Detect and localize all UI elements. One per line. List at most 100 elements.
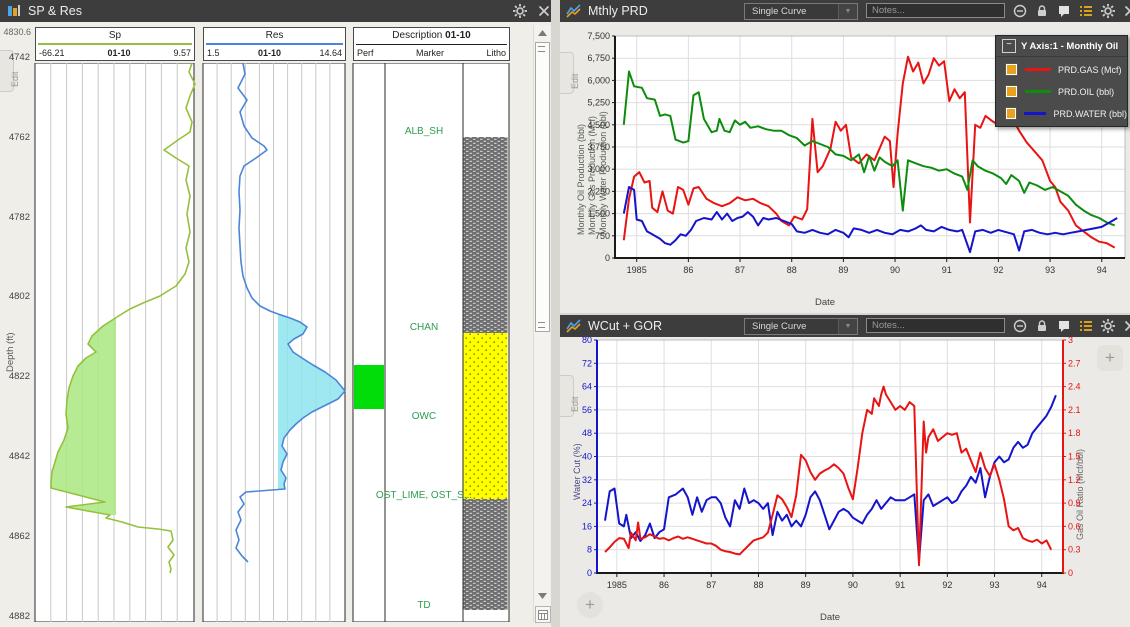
y-tick-label: 40 bbox=[582, 452, 592, 462]
x-tick-label: 1985 bbox=[607, 580, 627, 590]
legend-line-swatch bbox=[1025, 68, 1051, 71]
monthly-production-panel: Mthly PRD Single Curve▼ Edit Monthly Oil… bbox=[560, 0, 1130, 313]
depth-tick: 4802 bbox=[8, 291, 30, 302]
unlink-icon[interactable] bbox=[1012, 3, 1029, 19]
close-icon[interactable] bbox=[1122, 3, 1130, 19]
desc-col-marker: Marker bbox=[415, 47, 444, 58]
res_curve-fill bbox=[278, 314, 345, 489]
litho-band-sandstone bbox=[463, 333, 508, 499]
marker-label: ALB_SH bbox=[405, 126, 443, 137]
litho-band-shale bbox=[463, 137, 508, 333]
legend-list-icon[interactable] bbox=[1078, 318, 1095, 334]
legend-checkbox[interactable] bbox=[1005, 85, 1018, 98]
edit-tab[interactable]: Edit bbox=[560, 375, 580, 417]
legend-item[interactable]: PRD.GAS (Mcf) bbox=[996, 60, 1127, 79]
thumb-grip-top[interactable] bbox=[538, 46, 545, 52]
x-tick-label: 94 bbox=[1037, 580, 1047, 590]
res_curve bbox=[235, 63, 346, 563]
sp-track-header[interactable]: Sp -66.21 01-10 9.57 bbox=[35, 27, 195, 61]
y-tick-label: 80 bbox=[582, 337, 592, 345]
res-date: 01-10 bbox=[257, 47, 281, 58]
gear-icon[interactable] bbox=[512, 3, 528, 19]
sp-track-name: Sp bbox=[108, 30, 122, 41]
x-tick-label: 90 bbox=[890, 265, 900, 275]
y-tick-label: 0 bbox=[605, 253, 610, 263]
unlink-icon[interactable] bbox=[1012, 318, 1029, 334]
y-tick-label: 56 bbox=[582, 405, 592, 415]
sp-min: -66.21 bbox=[39, 47, 65, 58]
depth-tick: 4782 bbox=[8, 212, 30, 223]
depth-tick: 4862 bbox=[8, 531, 30, 542]
track-settings-button[interactable] bbox=[535, 606, 551, 623]
series-PRD.WATER (bbl) bbox=[622, 186, 1118, 254]
add-annotation-button[interactable]: + bbox=[577, 592, 603, 618]
curve-mode-dropdown[interactable]: Single Curve ▼ bbox=[744, 3, 858, 20]
x-tick-label: 94 bbox=[1097, 265, 1107, 275]
wcut-gor-panel: WCut + GOR Single Curve▼ Edit Water Cut … bbox=[560, 315, 1130, 627]
x-tick-label: 91 bbox=[895, 580, 905, 590]
chart-icon bbox=[566, 4, 581, 18]
notes-input[interactable] bbox=[866, 318, 1005, 333]
desc-col-perf: Perf bbox=[357, 47, 374, 58]
scrollbar-thumb[interactable] bbox=[535, 42, 550, 332]
perforation-interval bbox=[354, 365, 384, 409]
lock-icon[interactable] bbox=[1034, 3, 1051, 19]
description-track-header[interactable]: Description 01-10 Perf Marker Litho bbox=[353, 27, 510, 61]
y-tick-label: 5,250 bbox=[587, 98, 610, 108]
series-Water Cut (%) bbox=[604, 394, 1057, 563]
y-tick-label: 7,500 bbox=[587, 31, 610, 41]
scroll-down-button[interactable] bbox=[535, 589, 549, 603]
y-tick-label: 64 bbox=[582, 382, 592, 392]
gear-icon[interactable] bbox=[1100, 318, 1117, 334]
x-tick-label: 88 bbox=[753, 580, 763, 590]
y-tick-label: 0 bbox=[587, 568, 592, 578]
edit-tab[interactable]: Edit bbox=[560, 52, 580, 94]
y-tick-label: 72 bbox=[582, 358, 592, 368]
sp_curve-fill bbox=[51, 317, 117, 515]
y2-tick-label: 0 bbox=[1068, 568, 1073, 578]
thumb-grip-bottom[interactable] bbox=[538, 322, 545, 328]
res-min: 1.5 bbox=[207, 47, 220, 58]
wcut-chart[interactable]: 0 8 16 24 32 40 48 56 64 72 80 0 0.3 0.6 0.9 1.2 1.5 1.8 2… bbox=[560, 337, 1130, 627]
desc-date: 01-10 bbox=[445, 30, 471, 41]
legend-collapse-button[interactable]: − bbox=[1002, 39, 1016, 53]
depth-tick: 4822 bbox=[8, 371, 30, 382]
sp-max: 9.57 bbox=[173, 47, 191, 58]
legend-item[interactable]: PRD.WATER (bbl) bbox=[996, 104, 1127, 123]
log-vertical-scrollbar[interactable] bbox=[533, 25, 551, 623]
notes-input[interactable] bbox=[866, 3, 1005, 18]
y-tick-label: 16 bbox=[582, 521, 592, 531]
chart-legend[interactable]: − Y Axis:1 - Monthly Oil PRD.GAS (Mcf) PR… bbox=[995, 35, 1128, 127]
res-track-header[interactable]: Res 1.5 01-10 14.64 bbox=[203, 27, 346, 61]
legend-title: Y Axis:1 - Monthly Oil bbox=[1021, 40, 1119, 52]
res-track-rule bbox=[206, 43, 343, 45]
y2-tick-label: 2.1 bbox=[1068, 405, 1081, 415]
x-tick-label: 87 bbox=[735, 265, 745, 275]
close-icon[interactable] bbox=[1122, 318, 1130, 334]
series-Gas Oil Ratio (Mcf/bbl) bbox=[604, 385, 1053, 567]
close-icon[interactable] bbox=[536, 3, 551, 19]
gear-icon[interactable] bbox=[1100, 3, 1117, 19]
marker-label: OST_LIME, OST_S... bbox=[376, 490, 472, 501]
desc-col-litho: Litho bbox=[486, 47, 506, 58]
legend-list-icon[interactable] bbox=[1078, 3, 1095, 19]
legend-checkbox[interactable] bbox=[1005, 63, 1018, 76]
y2-tick-label: 2.4 bbox=[1068, 382, 1081, 392]
y-tick-label: 48 bbox=[582, 428, 592, 438]
legend-line-swatch bbox=[1023, 112, 1047, 115]
curve-mode-dropdown[interactable]: Single Curve ▼ bbox=[744, 318, 858, 335]
lock-icon[interactable] bbox=[1034, 318, 1051, 334]
annotate-icon[interactable] bbox=[1056, 318, 1073, 334]
legend-checkbox[interactable] bbox=[1005, 107, 1017, 120]
y-tick-label: 32 bbox=[582, 475, 592, 485]
x-axis-label: Date bbox=[820, 612, 841, 623]
x-tick-label: 92 bbox=[993, 265, 1003, 275]
edit-tab[interactable]: Edit bbox=[0, 50, 20, 92]
scroll-up-button[interactable] bbox=[535, 26, 549, 40]
legend-item[interactable]: PRD.OIL (bbl) bbox=[996, 82, 1127, 101]
add-series-button[interactable]: + bbox=[1097, 345, 1123, 371]
log-tracks-canvas[interactable]: ALB_SH CHAN OWC OST_LIME, OST_S... TD bbox=[0, 63, 551, 622]
depth-tick: 4842 bbox=[8, 451, 30, 462]
x-tick-label: 92 bbox=[942, 580, 952, 590]
annotate-icon[interactable] bbox=[1056, 3, 1073, 19]
